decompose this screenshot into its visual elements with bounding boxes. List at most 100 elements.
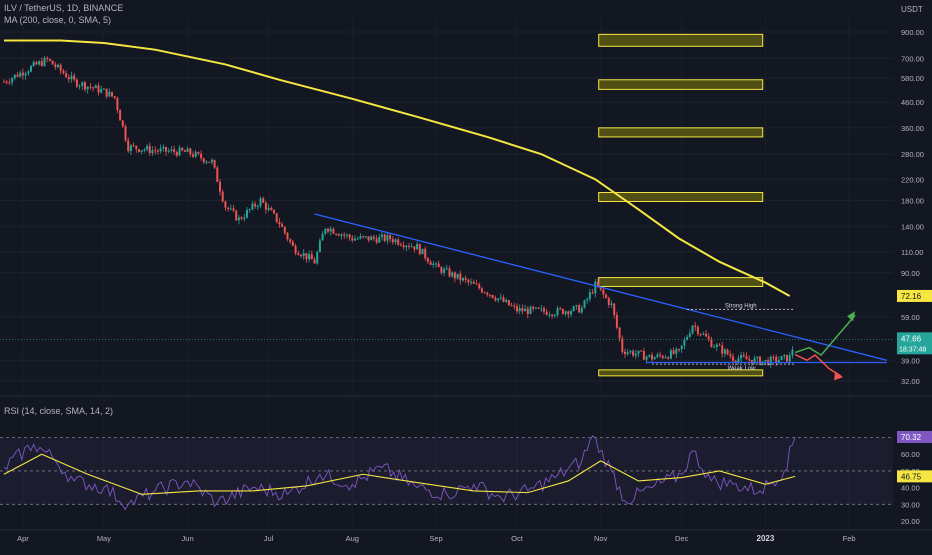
strong-high-label: Strong High bbox=[725, 303, 757, 309]
candle-body bbox=[653, 357, 656, 360]
candle-body bbox=[151, 150, 154, 153]
candle-body bbox=[721, 345, 724, 354]
candle-body bbox=[5, 81, 8, 83]
candle-body bbox=[686, 336, 689, 340]
candle-body bbox=[786, 354, 788, 362]
price-axis-tick: 220.00 bbox=[901, 175, 924, 184]
candle-body bbox=[121, 120, 124, 127]
last-price-badge bbox=[897, 332, 932, 355]
candle-body bbox=[659, 354, 662, 356]
candle-body bbox=[386, 235, 389, 241]
supply-zone bbox=[598, 192, 764, 203]
candle-body bbox=[424, 248, 427, 259]
candle-body bbox=[389, 235, 392, 240]
candle-body bbox=[94, 85, 97, 89]
candle-body bbox=[359, 236, 362, 239]
supply-zone bbox=[598, 79, 764, 90]
resistance-trendline bbox=[314, 213, 888, 361]
candle-body bbox=[97, 85, 100, 93]
price-axis-tick: 360.00 bbox=[901, 124, 924, 133]
candle-body bbox=[67, 77, 70, 80]
price-axis-tick: 39.00 bbox=[901, 356, 920, 365]
candle-body bbox=[607, 297, 610, 305]
candle-body bbox=[594, 281, 597, 294]
candle-body bbox=[540, 308, 543, 310]
candle-body bbox=[462, 277, 464, 281]
candle-body bbox=[378, 236, 381, 243]
candle-body bbox=[456, 273, 459, 279]
rsi-legend-line: RSI (14, close, SMA, 14, 2) bbox=[4, 406, 114, 416]
ma-legend-line: MA (200, close, 0, SMA, 5) bbox=[4, 15, 112, 25]
candle-body bbox=[140, 150, 143, 152]
candle-body bbox=[267, 207, 270, 210]
candle-body bbox=[489, 294, 491, 296]
candle-body bbox=[713, 346, 716, 348]
candle-body bbox=[100, 89, 103, 93]
last-price-text: 47.66 bbox=[901, 334, 922, 343]
symbol-legend: ILV / TetherUS, 1D, BINANCE MA (200, clo… bbox=[4, 2, 123, 26]
candle-body bbox=[599, 287, 602, 290]
candle-body bbox=[38, 61, 41, 65]
candle-body bbox=[472, 281, 475, 284]
candle-body bbox=[451, 272, 454, 277]
candle-body bbox=[173, 149, 176, 152]
candle-body bbox=[40, 61, 43, 66]
candle-body bbox=[73, 75, 76, 80]
candle-body bbox=[405, 245, 408, 248]
candle-body bbox=[637, 350, 640, 354]
candle-body bbox=[669, 350, 672, 359]
rsi-legend: RSI (14, close, SMA, 14, 2) bbox=[4, 405, 113, 417]
date-axis-tick: Apr bbox=[17, 534, 29, 543]
candle-body bbox=[70, 75, 73, 80]
candle-body bbox=[200, 153, 203, 159]
candle-body bbox=[572, 306, 575, 312]
candle-body bbox=[318, 240, 321, 252]
rsi-ma-value-text: 46.75 bbox=[901, 472, 922, 481]
candle-body bbox=[162, 146, 165, 149]
candle-body bbox=[356, 238, 359, 240]
rsi-ma-line bbox=[3, 453, 796, 495]
candle-body bbox=[332, 228, 335, 234]
date-axis-tick: Jun bbox=[182, 534, 194, 543]
candle-body bbox=[297, 253, 300, 256]
candle-body bbox=[116, 97, 119, 110]
candle-body bbox=[518, 308, 521, 312]
candle-body bbox=[240, 217, 243, 219]
candle-body bbox=[710, 339, 713, 348]
candle-body bbox=[86, 86, 89, 90]
candle-body bbox=[675, 349, 678, 354]
candle-body bbox=[642, 351, 645, 360]
candle-body bbox=[202, 158, 205, 163]
candle-body bbox=[680, 345, 683, 350]
candle-body bbox=[413, 246, 416, 250]
candle-body bbox=[648, 354, 651, 357]
candle-body bbox=[78, 85, 81, 87]
candle-body bbox=[737, 358, 740, 363]
candle-body bbox=[764, 360, 767, 362]
candle-body bbox=[510, 305, 513, 307]
candle-body bbox=[570, 311, 572, 315]
rsi-value-badge bbox=[897, 431, 932, 443]
candle-body bbox=[526, 308, 529, 315]
candle-body bbox=[440, 267, 443, 273]
candle-body bbox=[367, 236, 370, 241]
supply-zone bbox=[598, 33, 764, 47]
candle-body bbox=[567, 311, 570, 315]
candle-body bbox=[583, 300, 586, 308]
bullish-arrowhead bbox=[847, 311, 856, 322]
candle-body bbox=[259, 198, 262, 206]
candle-body bbox=[759, 356, 761, 365]
candle-body bbox=[478, 284, 481, 289]
candle-body bbox=[605, 294, 608, 298]
candle-body bbox=[667, 357, 670, 359]
date-axis-tick: May bbox=[97, 534, 111, 543]
candle-body bbox=[300, 255, 302, 257]
candle-body bbox=[435, 263, 437, 265]
candle-body bbox=[453, 272, 456, 279]
candle-body bbox=[618, 327, 621, 339]
candle-body bbox=[742, 355, 745, 357]
candle-body bbox=[262, 198, 265, 203]
candle-body bbox=[634, 353, 637, 356]
candle-body bbox=[16, 74, 19, 77]
